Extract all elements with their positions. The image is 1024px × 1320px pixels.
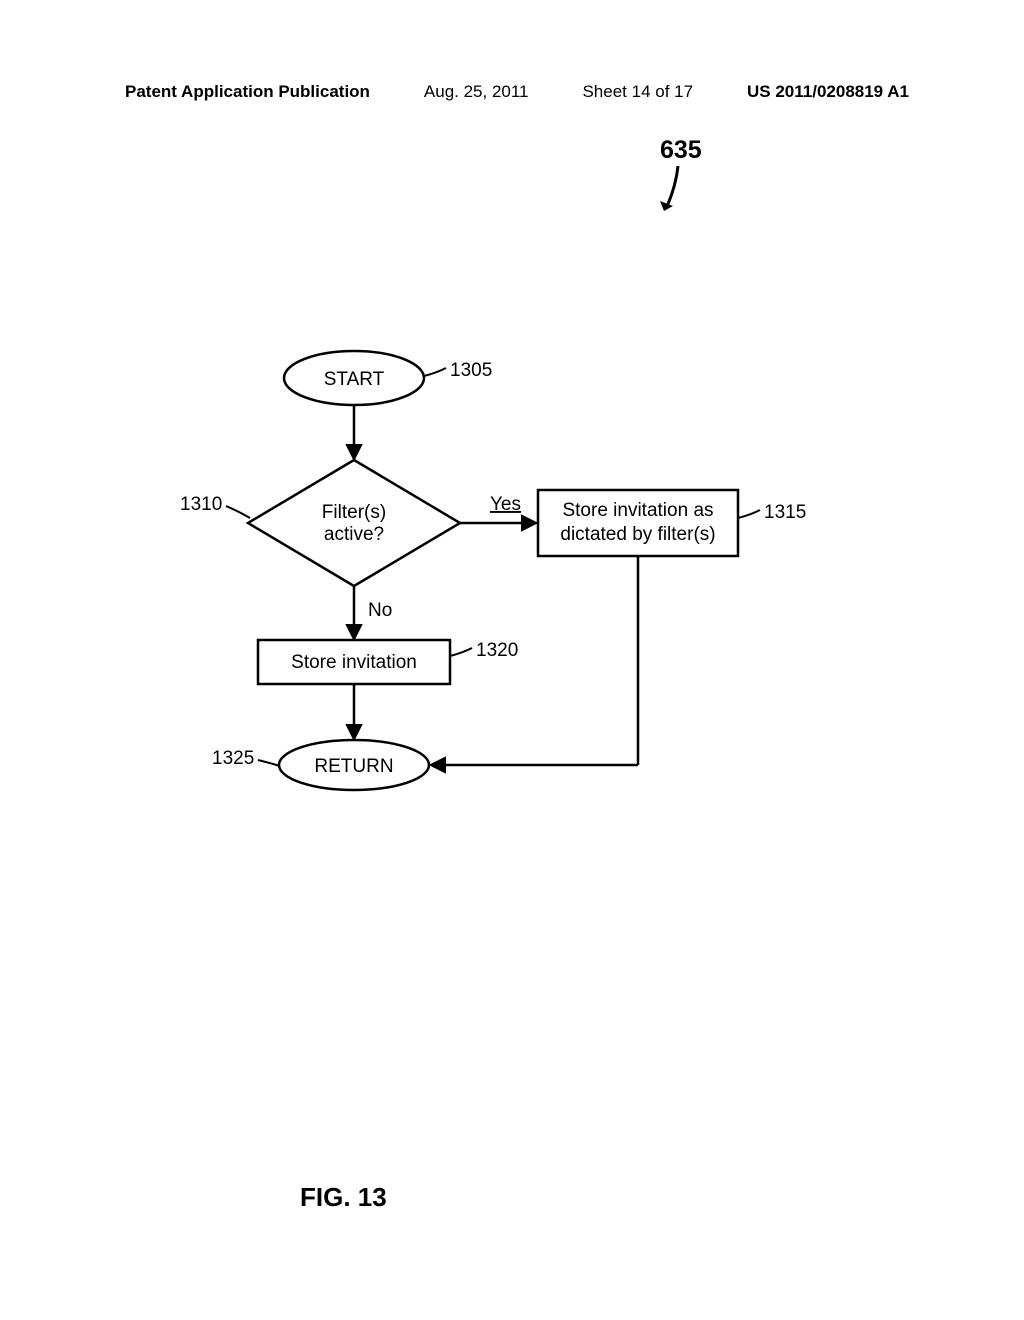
- decision-label-1: Filter(s): [322, 502, 386, 523]
- process-store-node: Store invitation: [258, 640, 450, 684]
- ref-1315: 1315: [738, 502, 806, 523]
- ref-1325-text: 1325: [212, 748, 254, 769]
- ref-1310: 1310: [180, 494, 250, 518]
- decision-label-2: active?: [324, 524, 384, 545]
- ref-1315-text: 1315: [764, 502, 806, 523]
- no-label: No: [368, 600, 392, 621]
- edge-filter-return: [432, 556, 638, 765]
- figure-ref-number: 635: [660, 136, 702, 164]
- process-store-label: Store invitation: [291, 652, 417, 673]
- yes-label: Yes: [490, 494, 521, 515]
- return-node: RETURN: [279, 740, 429, 790]
- ref-1325: 1325: [212, 748, 280, 769]
- figure-label: FIG. 13: [300, 1182, 387, 1213]
- ref-1305-text: 1305: [450, 360, 492, 381]
- ref-1305: 1305: [424, 360, 492, 381]
- process-filter-node: Store invitation as dictated by filter(s…: [538, 490, 738, 556]
- return-label: RETURN: [314, 756, 393, 777]
- page: Patent Application Publication Aug. 25, …: [0, 0, 1024, 1320]
- ref-1320: 1320: [450, 640, 518, 661]
- start-label: START: [324, 369, 385, 390]
- decision-node: Filter(s) active?: [248, 460, 460, 586]
- process-filter-label-1: Store invitation as: [562, 500, 713, 521]
- start-node: START: [284, 351, 424, 405]
- ref-1310-text: 1310: [180, 494, 222, 515]
- flowchart-svg: 635 START 1305 Filter(s) active? 1310 Ye: [0, 0, 1024, 1320]
- ref-1320-text: 1320: [476, 640, 518, 661]
- process-filter-label-2: dictated by filter(s): [560, 524, 715, 545]
- figure-ref-arrow: 635: [660, 136, 702, 211]
